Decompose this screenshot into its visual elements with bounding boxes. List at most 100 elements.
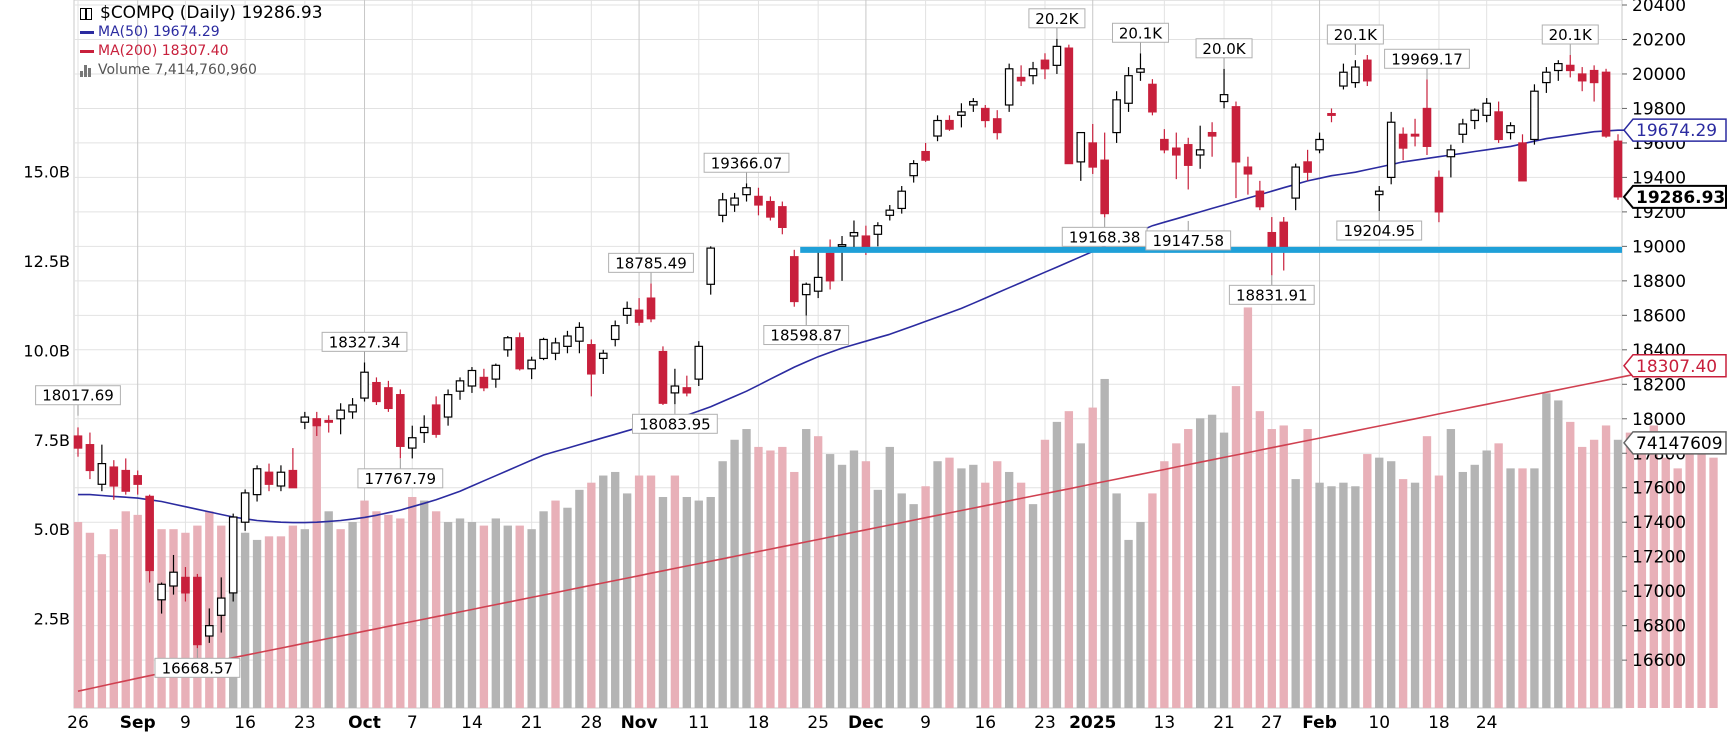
volume-bar [1530,468,1539,708]
volume-bar [766,450,775,708]
volume-bar [825,454,835,708]
candlesticks [73,38,1623,649]
candle-body [360,371,369,399]
candle-body [157,583,166,601]
volume-bar [491,518,501,708]
candle-body [1160,138,1169,151]
x-tick-label: 26 [67,713,89,733]
volume-bar [360,500,369,708]
annotation-label: 18785.49 [615,254,687,272]
volume-bar [790,471,799,708]
volume-bar [778,446,787,708]
volume-bar [455,518,465,708]
candle-body [1374,190,1384,196]
candle-body [587,344,596,375]
candle-body [1613,140,1623,198]
volume-bar [1410,482,1420,708]
x-tick-label: Feb [1302,713,1337,733]
volume-bar [1458,471,1467,708]
ma50-swatch [80,31,94,34]
volume-bar [718,461,727,708]
volume-bar [885,446,894,708]
x-tick-label: 18 [748,713,770,733]
volume-tick-label: 12.5B [23,252,70,271]
x-tick-label: Nov [621,713,658,733]
volume-tick-label: 2.5B [34,610,70,629]
x-tick-label: 27 [1261,713,1283,733]
volume-bar [849,450,859,708]
candle-body [85,444,95,472]
volume-tick-label: 15.0B [23,163,70,182]
volume-bar [1554,400,1563,708]
volume-bar [1207,414,1217,708]
volume-bar [169,529,178,708]
volume-bar [1709,457,1718,708]
volume-bar [133,514,142,708]
volume-bar [873,489,883,708]
candle-body [1183,144,1193,166]
stockcharts-logo-icon [80,7,96,21]
ma50-label: MA(50) 19674.29 [98,24,220,40]
volume-bar [1279,425,1288,708]
annotation-box [608,252,694,273]
candle-body [945,119,954,130]
y-tick-label: 19400 [1632,168,1686,188]
annotation-label: 18083.95 [639,415,711,433]
volume-bars-icon [80,64,94,77]
candle-body [145,495,154,572]
candle-body [109,466,119,487]
candle-body [1231,106,1241,163]
candle-body [527,359,536,370]
volume-bar [1052,421,1062,708]
volume-bar [229,536,238,708]
candle-body [1279,221,1289,251]
volume-bar [563,507,572,708]
annotation-label: 19147.58 [1152,232,1224,250]
candle-body [1363,59,1372,82]
candle-body [181,576,190,594]
volume-bar [73,522,83,708]
annotation-box [1326,24,1384,45]
volume-bar [1398,479,1408,708]
legend-ma200: MA(200) 18307.40 [80,42,323,61]
candle-body [1601,71,1611,137]
volume-bar [1422,436,1432,708]
candle-body [1351,66,1360,84]
volume-bar [646,475,656,708]
annotation-label: 18831.91 [1236,286,1308,304]
annotation-box [1228,284,1315,305]
candle-body [1267,231,1277,247]
volume-bar [1327,486,1336,708]
volume-bar [396,518,405,708]
volume-bar [1100,378,1109,708]
annotation-label: 20.1K [1549,26,1593,44]
candle-body [1112,99,1121,134]
volume-bar [121,511,130,708]
candle-body [431,404,441,435]
x-tick-label: Sep [120,713,156,733]
x-tick-label: 16 [234,713,256,733]
x-tick-label: Oct [348,713,381,733]
volume-bar [837,464,847,708]
candle-body [1422,107,1432,147]
candle-body [969,100,978,106]
volume-bar [1375,457,1384,708]
candle-body [324,419,333,423]
volume-bar [1040,439,1050,708]
annotation-box [321,331,408,352]
candle-body [443,394,453,418]
candle-body [193,576,202,646]
candle-body [1195,149,1205,156]
volume-bar [1291,479,1300,708]
x-tick-label: 25 [807,713,829,733]
volume-bar [1148,493,1157,708]
y-tick-label: 18600 [1632,306,1686,326]
volume-bar [276,536,286,708]
candle-body [312,418,322,427]
volume-bar [1697,443,1706,708]
candle-body [1076,131,1086,163]
volume-bar [730,439,739,708]
ma50-line [78,129,1642,524]
volume-bar [1482,450,1491,708]
volume-bar [1685,436,1694,708]
